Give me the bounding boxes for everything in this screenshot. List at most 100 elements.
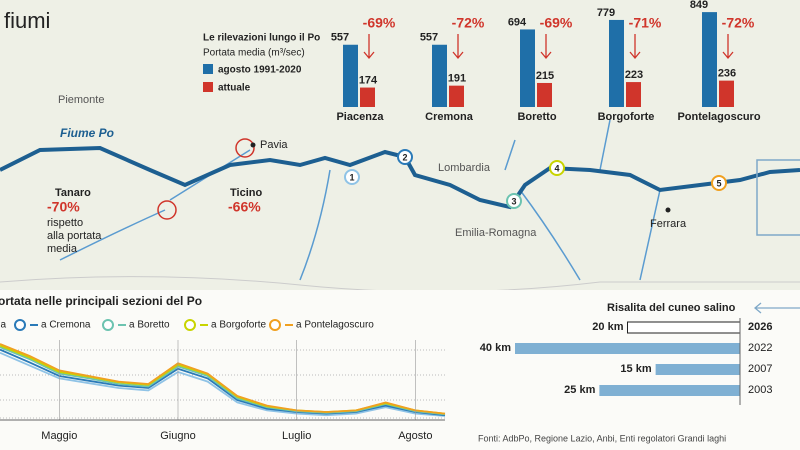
tanaro-marker <box>157 200 177 220</box>
legend-label: agosto 1991-2020 <box>218 65 302 76</box>
city: Ferrara <box>650 218 687 230</box>
tributary-name: Tanaro <box>55 187 91 199</box>
page-title: fiumi <box>4 8 50 33</box>
change-arrow <box>452 34 464 60</box>
change-label: -72% <box>452 15 485 31</box>
bar-value: 557 <box>331 32 349 44</box>
change-arrow <box>363 34 375 60</box>
bar-value: 174 <box>359 74 378 86</box>
hbar-year: 2022 <box>748 342 772 354</box>
bar-category: Borgoforte <box>598 111 655 123</box>
hbar <box>655 364 740 375</box>
x-tick-label: Giugno <box>160 430 195 442</box>
legend-marker <box>184 319 196 331</box>
tributary-name: Ticino <box>230 187 262 199</box>
bar <box>537 82 552 107</box>
bar-value: 779 <box>597 7 615 19</box>
legend-swatch <box>203 82 213 92</box>
change-arrow <box>722 34 734 60</box>
change-label: -71% <box>629 15 662 31</box>
flow-line <box>0 348 446 417</box>
change-arrow <box>540 34 552 60</box>
map-background <box>0 0 800 290</box>
city: Pavia <box>260 139 288 151</box>
legend-label: a Cremona <box>41 320 91 331</box>
hbar-title: Risalita del cuneo salino <box>607 302 736 314</box>
station-number: 3 <box>511 196 516 206</box>
hbar-value: 20 km <box>592 321 623 333</box>
bar <box>343 44 358 107</box>
bar-value: 215 <box>536 70 554 82</box>
station-marker <box>344 169 360 185</box>
bar <box>449 85 464 107</box>
station-number: 1 <box>349 172 354 182</box>
tributary-change: -66% <box>228 199 261 215</box>
region: Piemonte <box>58 94 104 106</box>
source: Fonti: AdbPo, Regione Lazio, Anbi, Enti … <box>478 433 726 443</box>
hbar-arrow <box>753 302 800 314</box>
hbar-value: 25 km <box>564 384 595 396</box>
bar <box>520 29 535 107</box>
legend-label: a Boretto <box>129 320 170 331</box>
station-number: 5 <box>716 178 721 188</box>
tributary-change: -70% <box>47 199 80 215</box>
line-title: ortata nelle principali sezioni del Po <box>0 294 202 308</box>
hbar-year: 2026 <box>748 321 772 333</box>
bar-category: Cremona <box>425 111 474 123</box>
bar-value: 557 <box>420 32 438 44</box>
bar-value: 694 <box>508 16 527 28</box>
tributary-note: rispetto <box>47 217 83 229</box>
region: Lombardia <box>438 162 491 174</box>
x-tick-label: Agosto <box>398 430 432 442</box>
change-label: -69% <box>363 15 396 31</box>
city-dot <box>250 142 256 148</box>
legend-swatch <box>203 64 213 74</box>
x-tick-label: Luglio <box>282 430 311 442</box>
ticino-marker <box>235 138 255 158</box>
change-label: -69% <box>540 15 573 31</box>
change-arrow <box>629 34 641 60</box>
bar-value: 849 <box>690 0 708 11</box>
bar-category: Pontelagoscuro <box>677 111 760 123</box>
hbar <box>627 321 741 334</box>
legend-label: a Borgoforte <box>211 320 266 331</box>
hbar-year: 2007 <box>748 363 772 375</box>
region: Emilia-Romagna <box>455 227 537 239</box>
legend-marker <box>14 319 26 331</box>
tributary-note: media <box>47 243 78 255</box>
river-label: Fiume Po <box>60 126 114 140</box>
bar-category: Boretto <box>517 111 556 123</box>
flow-line <box>0 343 446 415</box>
bar <box>719 80 734 107</box>
bar-category: Piacenza <box>336 111 384 123</box>
station-number: 4 <box>554 163 559 173</box>
station-marker <box>506 193 522 209</box>
bar-title: Le rilevazioni lungo il Po <box>203 33 320 44</box>
station-marker <box>397 149 413 165</box>
bar <box>626 82 641 107</box>
legend-label: attuale <box>218 83 251 94</box>
hbar-value: 40 km <box>480 342 511 354</box>
station-marker <box>549 160 565 176</box>
hbar <box>599 385 740 396</box>
x-tick-label: Maggio <box>41 430 77 442</box>
bar <box>432 44 447 107</box>
bar-value: 191 <box>448 73 466 85</box>
bar-value: 223 <box>625 69 643 81</box>
change-label: -72% <box>722 15 755 31</box>
tributary-note: alla portata <box>47 230 102 242</box>
hbar-year: 2003 <box>748 384 772 396</box>
po-river <box>0 145 800 210</box>
hbar <box>515 343 740 354</box>
station-marker <box>711 175 727 191</box>
bar <box>702 12 717 108</box>
city-dot <box>665 207 671 213</box>
bar-value: 236 <box>718 68 736 80</box>
flow-line <box>0 351 446 417</box>
hbar-value: 15 km <box>620 363 651 375</box>
legend-marker <box>269 319 281 331</box>
legend-marker <box>102 319 114 331</box>
station-number: 2 <box>402 152 407 162</box>
bar-subtitle: Portata media (m³/sec) <box>203 48 305 59</box>
